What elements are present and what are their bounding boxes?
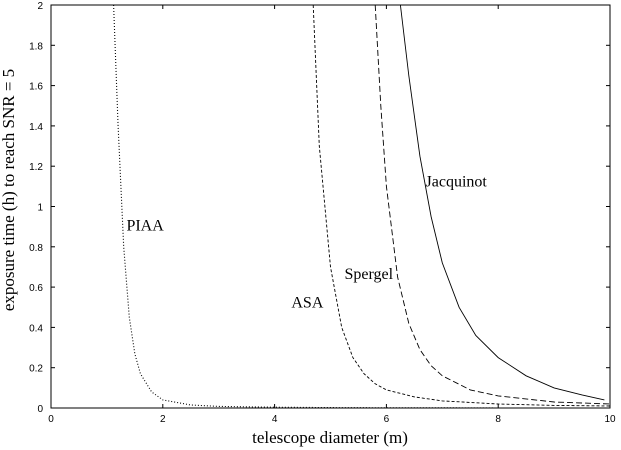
y-tick-label: 1 <box>37 203 43 214</box>
series-label-piaa: PIAA <box>126 218 164 235</box>
series-label-asa: ASA <box>291 294 323 311</box>
y-tick-label: 1.4 <box>29 122 43 133</box>
y-tick-label: 0.2 <box>29 364 43 375</box>
series-line-spergel <box>374 4 611 405</box>
y-tick-label: 0.6 <box>29 283 43 294</box>
y-tick-label: 2 <box>37 1 43 12</box>
series-line-jacquinot <box>399 4 605 401</box>
x-tick-label: 6 <box>384 414 390 425</box>
plot-area: 0 2 4 6 8 10 0 0.2 0.4 0.6 0.8 1 1.2 1.4 1.6 1.8 2 PIAA A… <box>29 1 616 425</box>
y-tick-label: 0 <box>37 404 43 415</box>
series-line-asa <box>312 4 611 407</box>
x-tick-label: 0 <box>48 414 54 425</box>
x-tick-label: 2 <box>160 414 166 425</box>
plot-frame <box>50 4 611 409</box>
y-tick-label: 1.2 <box>29 162 43 173</box>
x-tick-label: 4 <box>272 414 278 425</box>
y-tick-label: 1.6 <box>29 82 43 93</box>
y-axis-title: exposure time (h) to reach SNR = 5 <box>0 69 18 311</box>
axis-ticks: 0 2 4 6 8 10 0 0.2 0.4 0.6 0.8 1 1.2 1.4 1.6 1.8 2 <box>29 1 616 425</box>
x-axis-title: telescope diameter (m) <box>252 428 408 447</box>
series-labels: PIAA ASA Spergel Jacquinot <box>126 173 487 311</box>
y-tick-label: 0.4 <box>29 323 43 334</box>
y-tick-label: 1.8 <box>29 41 43 52</box>
x-tick-label: 10 <box>604 414 616 425</box>
series-label-jacquinot: Jacquinot <box>426 173 488 190</box>
x-tick-label: 8 <box>495 414 501 425</box>
series-curves <box>113 4 611 409</box>
series-line-piaa <box>113 4 610 409</box>
series-label-spergel: Spergel <box>344 266 393 283</box>
y-tick-label: 0.8 <box>29 243 43 254</box>
